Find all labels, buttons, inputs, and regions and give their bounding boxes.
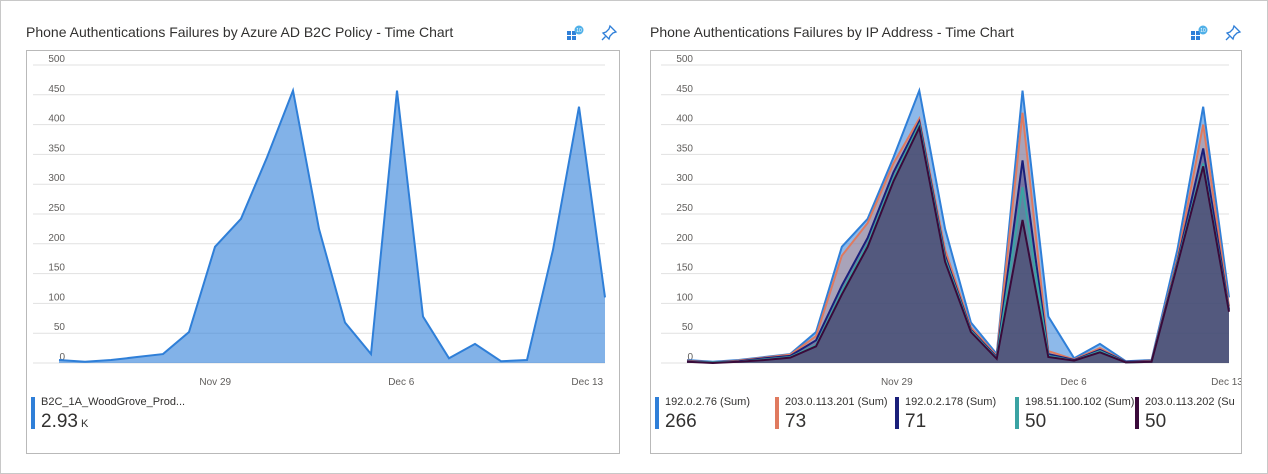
legend-color-swatch xyxy=(775,397,779,429)
y-tick-label: 100 xyxy=(676,292,693,303)
legend-color-swatch xyxy=(655,397,659,429)
legend-color-swatch xyxy=(31,397,35,429)
y-tick-label: 50 xyxy=(682,322,694,333)
y-tick-label: 200 xyxy=(48,233,65,244)
svg-text:10: 10 xyxy=(1200,28,1206,34)
tile-title: Phone Authentications Failures by Azure … xyxy=(26,24,454,40)
series-line xyxy=(686,124,1230,365)
legend-name: 198.51.100.102 (Sum) xyxy=(1025,396,1135,408)
pin-icon[interactable] xyxy=(1224,24,1242,42)
series-line xyxy=(58,87,606,363)
x-tick-label: Dec 6 xyxy=(388,377,415,388)
chart-box: 0 50 100 150 200 250 300 350 400 450 500 Nov 29 Dec … xyxy=(650,50,1242,454)
legend-color-swatch xyxy=(1015,397,1019,429)
y-tick-label: 0 xyxy=(59,352,65,363)
legend-value: 73 xyxy=(785,411,807,432)
legend-name: 192.0.2.76 (Sum) xyxy=(665,396,750,408)
y-tick-label: 500 xyxy=(676,54,693,65)
y-tick-label: 350 xyxy=(48,143,65,154)
x-tick-label: Dec 13 xyxy=(571,377,603,388)
legend-unit: K xyxy=(80,418,89,430)
y-tick-label: 250 xyxy=(48,203,65,214)
legend-value: 2.93 K xyxy=(41,411,89,432)
legend-value: 50 xyxy=(1025,411,1047,432)
y-tick-label: 450 xyxy=(48,84,65,95)
y-tick-label: 250 xyxy=(676,203,693,214)
y-tick-label: 100 xyxy=(48,292,65,303)
y-tick-label: 500 xyxy=(48,54,65,65)
pin-icon[interactable] xyxy=(600,24,618,42)
legend-name: B2C_1A_WoodGrove_Prod... xyxy=(41,396,186,408)
chart-svg-1: 0 50 100 150 200 250 300 350 400 450 500 Nov 29 Dec … xyxy=(661,54,1241,388)
y-tick-label: 300 xyxy=(48,173,65,184)
insights-icon[interactable]: 10 xyxy=(1190,24,1208,42)
series-area xyxy=(687,124,1229,363)
x-tick-label: Dec 13 xyxy=(1211,377,1241,388)
legend-color-swatch xyxy=(1135,397,1139,429)
series-area xyxy=(687,90,1229,364)
series-area xyxy=(59,90,605,364)
chart-tile-policy: Phone Authentications Failures by Azure … xyxy=(26,0,626,474)
chart-tile-ip: Phone Authentications Failures by IP Add… xyxy=(650,0,1250,474)
chart-box: 0 50 100 150 200 250 300 350 400 450 500 Nov 29 Dec … xyxy=(26,50,620,454)
legend-value: 266 xyxy=(665,411,697,432)
y-tick-label: 300 xyxy=(676,173,693,184)
legend-name: 203.0.113.202 (Su xyxy=(1145,396,1235,408)
tile-title: Phone Authentications Failures by IP Add… xyxy=(650,24,1014,40)
series-area xyxy=(687,112,1229,364)
y-tick-label: 150 xyxy=(676,263,693,274)
svg-text:10: 10 xyxy=(576,28,582,34)
x-tick-label: Nov 29 xyxy=(199,377,231,388)
x-tick-label: Dec 6 xyxy=(1061,377,1088,388)
y-tick-label: 200 xyxy=(676,233,693,244)
legend-name: 203.0.113.201 (Sum) xyxy=(785,396,888,408)
legend: B2C_1A_WoodGrove_Prod... 2.93 K xyxy=(31,395,615,451)
y-tick-label: 150 xyxy=(48,263,65,274)
y-tick-label: 450 xyxy=(676,84,693,95)
insights-icon[interactable]: 10 xyxy=(566,24,584,42)
legend: 192.0.2.76 (Sum) 266 203.0.113.201 (Sum) 73… xyxy=(655,395,1237,451)
y-tick-label: 400 xyxy=(48,114,65,125)
y-tick-label: 400 xyxy=(676,114,693,125)
legend-color-swatch xyxy=(895,397,899,429)
chart-svg-0: 0 50 100 150 200 250 300 350 400 450 500 Nov 29 Dec … xyxy=(33,54,606,388)
y-tick-label: 0 xyxy=(687,352,693,363)
series-area xyxy=(687,121,1229,364)
legend-value: 50 xyxy=(1145,411,1167,432)
legend-name: 192.0.2.178 (Sum) xyxy=(905,396,997,408)
x-tick-label: Nov 29 xyxy=(881,377,913,388)
legend-value: 71 xyxy=(905,411,927,432)
y-tick-label: 350 xyxy=(676,143,693,154)
y-tick-label: 50 xyxy=(54,322,66,333)
series-area xyxy=(687,127,1229,363)
